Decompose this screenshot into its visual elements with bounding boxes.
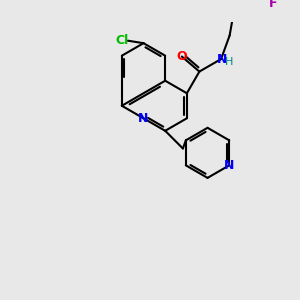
- Text: H: H: [225, 57, 234, 67]
- Text: N: N: [217, 52, 227, 66]
- Text: N: N: [138, 112, 149, 125]
- Text: N: N: [224, 159, 234, 172]
- Text: Cl: Cl: [116, 34, 129, 47]
- Text: F: F: [269, 0, 278, 10]
- Text: O: O: [176, 50, 187, 63]
